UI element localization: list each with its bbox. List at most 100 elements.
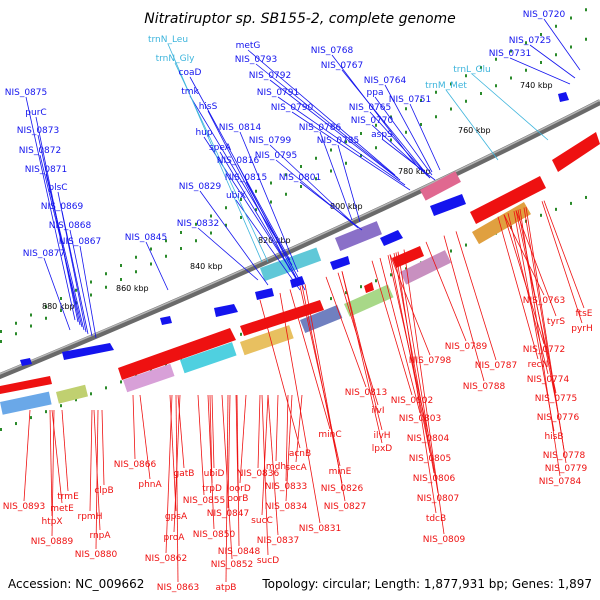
tick-mark: [270, 181, 272, 185]
gene-label: NIS_0788: [463, 382, 506, 392]
gene-label: NIS_0826: [321, 484, 364, 494]
tick-mark: [465, 243, 467, 247]
gene-label: NIS_0789: [445, 342, 488, 352]
tick-mark: [525, 68, 527, 72]
leader-line: [519, 208, 561, 477]
tick-mark: [405, 130, 407, 134]
leader-line: [507, 213, 549, 375]
gene-label: NIS_0871: [25, 165, 68, 175]
forward-strand-features: [20, 92, 569, 366]
gene-label: phnA: [138, 480, 162, 490]
tick-mark: [180, 247, 182, 250]
tick-mark: [270, 200, 272, 204]
tick-mark: [390, 138, 392, 142]
tick-mark: [255, 208, 257, 212]
leader-line: [37, 134, 81, 326]
leader-line: [369, 111, 431, 179]
tick-mark: [60, 297, 62, 300]
reverse-strand-features: [0, 132, 600, 394]
position-label: 880 kbp: [42, 302, 75, 311]
leader-line: [275, 394, 279, 462]
tick-mark: [195, 239, 197, 243]
reverse-gene-arrow: [470, 176, 546, 224]
leader-line: [513, 211, 555, 432]
tick-mark: [525, 41, 527, 45]
tick-mark: [300, 185, 302, 188]
leader-line: [529, 44, 576, 79]
tick-mark: [315, 156, 317, 160]
gene-label: NIS_0802: [391, 396, 434, 406]
tick-mark: [420, 123, 422, 126]
leader-line: [371, 260, 413, 396]
leader-line: [79, 245, 97, 339]
leader-line: [175, 394, 179, 583]
tick-mark: [30, 313, 32, 317]
gene-label: NIS_0829: [179, 182, 222, 192]
tick-mark: [510, 76, 512, 80]
leader-line: [455, 231, 497, 361]
leader-line: [174, 62, 269, 263]
tick-mark: [360, 154, 362, 157]
gene-label: NIS_0807: [417, 494, 460, 504]
gene-label: purC: [25, 108, 46, 118]
leader-line: [69, 229, 93, 337]
tick-mark: [135, 270, 137, 274]
tick-mark: [30, 324, 32, 328]
gene-label: NIS_0774: [527, 375, 570, 385]
gene-label: NIS_0877: [23, 249, 66, 259]
gene-label: NIS_0793: [235, 55, 278, 65]
gene-label: trpD: [202, 484, 222, 494]
gene-label: ppa: [367, 88, 384, 98]
gene-label: pyrH: [571, 324, 593, 334]
leader-line: [299, 181, 363, 231]
gene-label: tmk: [181, 87, 199, 97]
gene-label: NIS_0850: [193, 530, 236, 540]
gene-label: NIS_0814: [219, 123, 262, 133]
gene-label: atpB: [216, 583, 237, 593]
tick-mark: [240, 332, 242, 336]
leader-line: [165, 394, 173, 554]
tick-mark: [45, 410, 47, 414]
tick-mark: [375, 123, 377, 127]
leader-line: [89, 409, 93, 512]
leader-line: [325, 276, 367, 388]
tick-mark: [210, 214, 212, 218]
leader-line: [319, 131, 353, 221]
gene-label: minE: [329, 467, 352, 477]
tick-mark: [45, 316, 47, 320]
gene-label: NIS_0863: [157, 583, 200, 593]
label-leader-lines: [23, 18, 585, 583]
leader-line: [389, 254, 431, 356]
leader-line: [145, 241, 169, 291]
tick-mark: [285, 173, 287, 177]
tick-mark: [375, 279, 377, 283]
leader-line: [443, 235, 485, 382]
gene-label: NIS_0805: [409, 454, 452, 464]
tick-mark: [360, 132, 362, 135]
leader-line: [289, 289, 331, 430]
tick-mark: [15, 332, 17, 336]
leader-line: [285, 394, 293, 502]
leader-line: [237, 164, 301, 286]
leader-line: [295, 394, 303, 463]
gene-label: ilvI: [372, 406, 385, 416]
leader-line: [49, 409, 53, 517]
tick-mark: [540, 33, 542, 36]
genome-backbone: [0, 99, 600, 380]
leader-line: [25, 96, 76, 321]
leader-line: [509, 57, 571, 85]
function-band: [0, 391, 52, 415]
gene-label: NIS_0772: [523, 345, 566, 355]
leader-line: [425, 241, 467, 342]
gene-label: NIS_0816: [217, 156, 260, 166]
tick-mark: [465, 99, 467, 103]
forward-gene-arrow: [160, 316, 172, 325]
tick-mark: [345, 140, 347, 144]
tick-mark: [435, 115, 437, 119]
leader-line: [261, 394, 269, 516]
tick-mark: [510, 49, 512, 53]
leader-line: [177, 394, 185, 469]
forward-gene-arrow: [558, 92, 569, 102]
function-band: [335, 221, 382, 251]
